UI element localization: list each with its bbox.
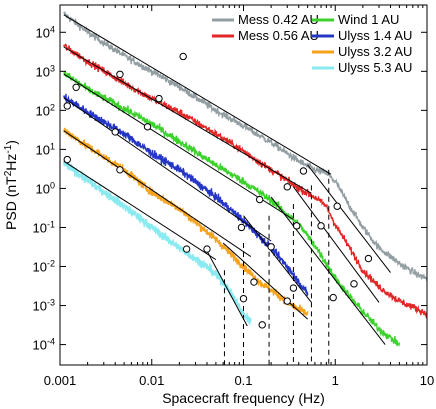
y-axis-title-base: PSD (nT — [3, 176, 19, 230]
x-tick-label-2: 0.01 — [139, 373, 164, 388]
marker-14 — [329, 293, 337, 302]
legend-label-5: Ulyss 3.2 AU — [338, 44, 412, 59]
fit-line-2 — [307, 164, 391, 273]
marker-11 — [143, 123, 152, 131]
markers — [63, 52, 373, 329]
x-tick-label-5: 10 — [420, 373, 434, 388]
marker-12 — [255, 195, 264, 204]
legend-label-3: Wind 1 AU — [338, 12, 399, 27]
series-line-4 — [63, 93, 309, 296]
marker-19 — [289, 284, 298, 292]
y-tick-label-6: 101 — [36, 141, 55, 157]
legend-label-4: Ulyss 1.4 AU — [338, 28, 412, 43]
fit-line-5 — [63, 73, 294, 220]
fit-line-11 — [63, 160, 217, 261]
marker-27 — [258, 321, 266, 329]
series-line-3 — [63, 70, 401, 348]
marker-22 — [250, 278, 258, 286]
fit-lines-overlay — [63, 14, 391, 345]
fit-line-9 — [63, 130, 252, 257]
y-tick-label-1: 10-4 — [33, 337, 55, 353]
fit-line-3 — [63, 46, 312, 194]
axis-ticks: 0.001 0.01 0.1 1 10 10-4 10-3 10-2 10-1 100 101 102… — [33, 5, 434, 388]
legend-label-1: Mess 0.42 AU — [238, 12, 319, 27]
series-line-1 — [63, 11, 427, 283]
marker-3 — [333, 202, 341, 210]
marker-15 — [63, 102, 71, 110]
y-tick-label-7: 102 — [36, 102, 55, 118]
marker-17 — [237, 223, 246, 232]
y-tick-label-2: 10-3 — [33, 298, 55, 314]
y-axis-title-mid: Hz — [3, 154, 19, 171]
y-tick-label-8: 103 — [36, 63, 55, 79]
marker-13 — [292, 222, 301, 230]
fit-line-8 — [243, 215, 312, 303]
marker-8 — [317, 222, 325, 230]
y-tick-label-5: 100 — [36, 180, 55, 196]
y-axis-title-sup2: -1 — [3, 144, 14, 153]
marker-5 — [116, 70, 124, 78]
x-tick-label-1: 0.001 — [44, 373, 77, 388]
marker-9 — [350, 280, 358, 288]
marker-7 — [283, 183, 291, 191]
fit-line-12 — [206, 250, 248, 327]
marker-1 — [179, 52, 187, 61]
x-tick-label-4: 1 — [332, 373, 339, 388]
series-line-6 — [63, 160, 252, 326]
legend-label-2: Mess 0.56 AU — [238, 28, 319, 43]
y-tick-label-4: 10-1 — [33, 219, 55, 235]
marker-16 — [111, 128, 119, 136]
marker-2 — [299, 167, 308, 175]
y-axis-title-end: ) — [3, 140, 19, 145]
marker-24 — [63, 155, 71, 164]
marker-18 — [267, 243, 275, 251]
marker-23 — [283, 297, 291, 305]
marker-6 — [155, 94, 163, 103]
fit-line-7 — [63, 97, 272, 242]
marker-26 — [239, 294, 248, 303]
fit-line-1 — [63, 14, 332, 175]
y-tick-label-3: 10-2 — [33, 259, 55, 275]
legend-label-6: Ulyss 5.3 AU — [338, 60, 412, 75]
marker-25 — [182, 245, 191, 253]
y-tick-label-9: 104 — [36, 24, 55, 40]
y-axis-title: PSD (nT2Hz-1) — [3, 140, 20, 230]
fit-line-4 — [293, 186, 380, 303]
breakpoint-lines — [223, 169, 330, 365]
marker-4 — [364, 254, 373, 263]
marker-21 — [203, 245, 211, 253]
x-tick-label-3: 0.1 — [234, 373, 252, 388]
y-axis-title-sup1: 2 — [3, 170, 14, 176]
marker-10 — [72, 83, 80, 91]
x-axis-title: Spacecraft frequency (Hz) — [162, 390, 325, 406]
marker-20 — [116, 166, 124, 174]
fit-line-6 — [270, 196, 386, 345]
series-line-5 — [63, 127, 309, 317]
